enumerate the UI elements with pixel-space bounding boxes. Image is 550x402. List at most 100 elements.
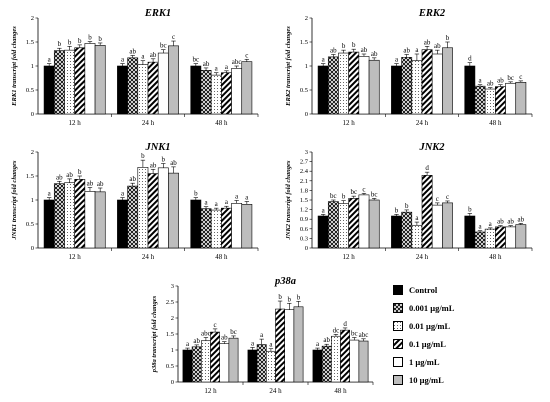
x-tick-label: 12 h bbox=[343, 253, 356, 261]
significance-letter: a bbox=[316, 340, 320, 348]
significance-letter: c bbox=[519, 73, 522, 81]
bar bbox=[431, 204, 443, 249]
y-tick-label: 2.1 bbox=[300, 178, 308, 185]
bar bbox=[411, 224, 423, 249]
bar bbox=[157, 167, 169, 249]
bar bbox=[117, 199, 128, 249]
bar bbox=[241, 204, 253, 249]
significance-letter: a bbox=[489, 220, 493, 228]
significance-letter: b bbox=[194, 190, 198, 198]
significance-letter: ab bbox=[403, 46, 410, 54]
bar bbox=[505, 226, 517, 249]
significance-letter: c bbox=[436, 195, 439, 203]
y-axis-label: ERK2 transcript fold changes bbox=[285, 26, 292, 107]
y-tick-label: 0.5 bbox=[300, 87, 308, 94]
chart-title: p38a bbox=[274, 276, 296, 287]
legend-label: 0.001 μg/mL bbox=[409, 303, 455, 313]
significance-letter: ab bbox=[330, 46, 337, 54]
bar bbox=[219, 343, 230, 383]
significance-letter: ab bbox=[66, 171, 73, 179]
significance-letter: ab bbox=[56, 173, 63, 181]
bar bbox=[321, 345, 332, 383]
significance-letter: ab bbox=[170, 159, 177, 167]
y-tick-label: 1.5 bbox=[166, 331, 174, 338]
significance-letter: b bbox=[58, 40, 62, 48]
x-tick-label: 12 h bbox=[343, 119, 356, 127]
significance-letter: a bbox=[225, 198, 229, 206]
significance-letter: b bbox=[78, 37, 82, 45]
legend: Control 0.001 μg/mL 0.01 μg/mL 0.1 μg/mL… bbox=[393, 285, 543, 393]
y-tick-label: 0.3 bbox=[300, 235, 308, 242]
chart-title: ERK1 bbox=[144, 8, 171, 19]
significance-letter: a bbox=[215, 65, 219, 73]
bar bbox=[94, 191, 106, 249]
bar bbox=[200, 70, 212, 115]
bar bbox=[137, 64, 149, 115]
bar bbox=[484, 228, 496, 249]
bar bbox=[275, 308, 285, 383]
bar bbox=[327, 56, 339, 115]
significance-letter: c bbox=[245, 51, 248, 59]
bar bbox=[231, 203, 243, 249]
significance-letter: b bbox=[278, 293, 282, 301]
bar bbox=[401, 211, 413, 249]
legend-swatch-control bbox=[393, 285, 403, 295]
x-tick-label: 12 h bbox=[69, 253, 82, 261]
y-tick-label: 1.2 bbox=[300, 207, 308, 214]
significance-letter: ab bbox=[150, 51, 157, 59]
significance-letter: a bbox=[395, 56, 399, 64]
bar bbox=[505, 82, 517, 115]
y-axis-label: p38a transcript fold changes bbox=[151, 295, 158, 373]
significance-letter: a bbox=[235, 192, 239, 200]
y-tick-label: 0 bbox=[31, 111, 34, 118]
significance-letter: b bbox=[342, 193, 346, 201]
bar bbox=[317, 215, 329, 249]
bar bbox=[358, 340, 369, 383]
bar bbox=[200, 208, 212, 249]
y-axis-label: ERK1 transcript fold changes bbox=[11, 26, 18, 107]
bar bbox=[338, 203, 349, 249]
bar bbox=[391, 65, 402, 115]
y-tick-label: 2 bbox=[305, 15, 308, 22]
significance-letter: ab bbox=[150, 161, 157, 169]
x-tick-label: 48 h bbox=[489, 119, 502, 127]
x-tick-label: 24 h bbox=[416, 253, 429, 261]
y-tick-label: 3 bbox=[171, 283, 174, 290]
legend-swatch-crosshatch bbox=[393, 303, 403, 313]
x-tick-label: 48 h bbox=[489, 253, 502, 261]
significance-letter: ab bbox=[361, 46, 368, 54]
bar bbox=[515, 82, 527, 115]
bar bbox=[348, 51, 360, 115]
legend-label: 0.01 μg/mL bbox=[409, 321, 451, 331]
bar bbox=[293, 306, 304, 383]
y-axis-label: JNK1 transcript fold changes bbox=[11, 160, 18, 240]
significance-letter: b bbox=[98, 35, 102, 43]
significance-letter: b bbox=[342, 42, 346, 50]
y-tick-label: 0.5 bbox=[26, 87, 34, 94]
y-tick-label: 2 bbox=[31, 15, 34, 22]
significance-letter: a bbox=[141, 53, 145, 61]
chart-panel-erk1: 0 0.5 1 1.5 2 ERK1 ERK1 transcript fold change… bbox=[11, 8, 259, 127]
bar bbox=[43, 65, 55, 115]
chart-title: ERK2 bbox=[418, 8, 446, 19]
bar bbox=[284, 309, 295, 383]
bar bbox=[241, 61, 253, 115]
significance-letter: b bbox=[288, 295, 292, 303]
significance-letter: abc bbox=[201, 330, 211, 338]
significance-letter: ab bbox=[203, 60, 210, 68]
significance-letter: a bbox=[186, 340, 190, 348]
significance-letter: c bbox=[172, 33, 175, 41]
significance-letter: abc bbox=[232, 58, 242, 66]
y-tick-label: 2.4 bbox=[300, 168, 309, 175]
legend-label: Control bbox=[409, 285, 438, 295]
bar bbox=[368, 59, 380, 115]
significance-letter: a bbox=[415, 46, 419, 54]
bar bbox=[182, 349, 193, 383]
significance-letter: ab bbox=[424, 38, 431, 46]
bar bbox=[127, 57, 139, 115]
bar bbox=[190, 65, 202, 115]
bar bbox=[147, 173, 159, 249]
significance-letter: ab bbox=[497, 218, 504, 226]
chart-panel-jnk2: 0 0.3 0.6 0.9 1.2 1.5 1.8 2.1 2.4 2.7 3 JNK2 JNK2 tr… bbox=[285, 142, 533, 261]
